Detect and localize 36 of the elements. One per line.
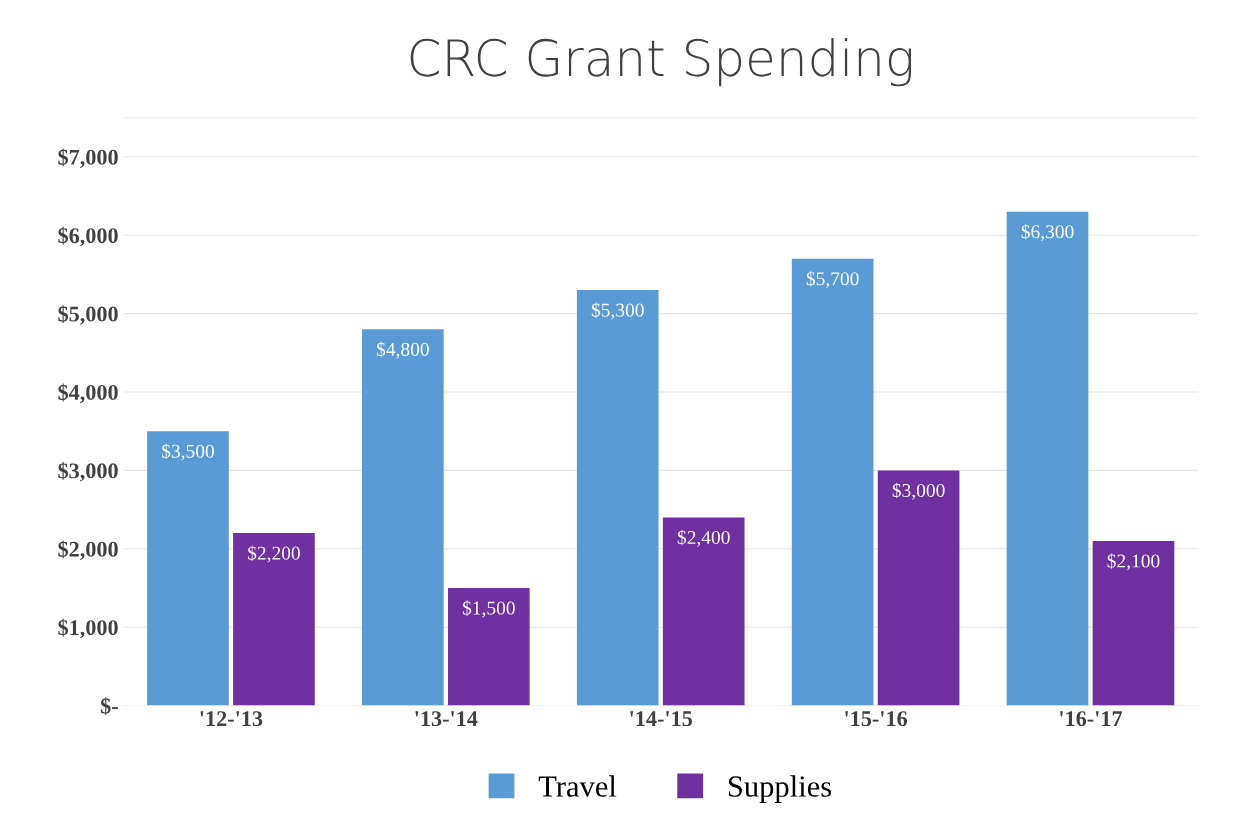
y-tick-label: $2,000 xyxy=(58,540,118,560)
legend-label: Travel xyxy=(538,775,617,797)
x-tick-label: '13-'14 xyxy=(415,711,478,727)
y-tick-label: $5,000 xyxy=(58,305,118,325)
y-tick-label: $3,000 xyxy=(58,462,118,482)
bar xyxy=(576,290,659,706)
y-tick-label: $7,000 xyxy=(58,148,118,168)
y-tick-label: $6,000 xyxy=(58,226,118,247)
y-tick-label: $4,000 xyxy=(58,383,118,404)
bar xyxy=(1092,540,1175,706)
x-tick-label: '14-'15 xyxy=(630,711,693,727)
bar xyxy=(147,431,229,706)
bar xyxy=(791,258,874,706)
data-label: $4,800 xyxy=(376,341,429,359)
bar xyxy=(362,329,444,706)
chart-title: CRC Grant Spending xyxy=(410,37,911,87)
data-label: $3,500 xyxy=(162,443,214,461)
data-label: $2,200 xyxy=(248,545,300,563)
x-tick-label: '12-'13 xyxy=(200,711,263,727)
bar xyxy=(447,588,530,706)
bar xyxy=(662,517,745,706)
data-label: $2,400 xyxy=(677,529,730,547)
bar xyxy=(1006,211,1089,706)
data-label: $6,300 xyxy=(1021,224,1074,242)
y-tick-label: $- xyxy=(100,697,118,715)
data-label: $3,000 xyxy=(892,482,945,500)
x-tick-label: '16-'17 xyxy=(1060,711,1123,727)
x-tick-label: '15-'16 xyxy=(845,711,908,727)
data-label: $5,700 xyxy=(806,271,859,289)
data-label: $1,500 xyxy=(462,600,515,618)
bar xyxy=(877,470,960,706)
legend-label: Supplies xyxy=(728,775,832,804)
data-label: $2,100 xyxy=(1107,553,1160,571)
data-label: $5,300 xyxy=(591,302,644,320)
bar xyxy=(233,533,315,706)
y-tick-label: $1,000 xyxy=(58,618,118,639)
